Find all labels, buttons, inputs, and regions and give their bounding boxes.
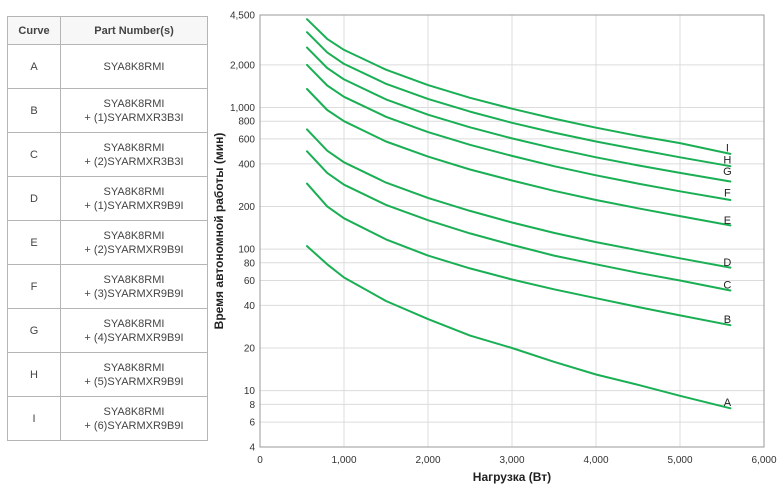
part-number-addon-line: + (2)SYARMXR3B3I — [84, 155, 184, 168]
curve-letter-cell: I — [7, 396, 61, 441]
part-number-addon-line: + (1)SYARMXR9B9I — [84, 199, 184, 212]
part-number-column-header: Part Number(s) — [60, 16, 208, 45]
table-row: B SYA8K8RMI + (1)SYARMXR3B3I — [7, 88, 208, 133]
curve-label-i: I — [726, 143, 729, 155]
y-tick-label: 10 — [244, 386, 256, 397]
curve-label-h: H — [723, 154, 731, 166]
part-number-cell: SYA8K8RMI — [60, 44, 208, 89]
curve-line-a — [306, 245, 732, 410]
curve-line-c — [306, 150, 732, 292]
table-row: C SYA8K8RMI + (2)SYARMXR3B3I — [7, 132, 208, 177]
x-tick-label: 1,000 — [331, 455, 356, 466]
part-number-addon-line: + (5)SYARMXR9B9I — [84, 375, 184, 388]
part-number-addon-line: + (6)SYARMXR9B9I — [84, 419, 184, 432]
runtime-chart: 0 1,000 2,000 3,000 4,000 5,000 6,000 46810204… — [212, 11, 777, 485]
table-body: A SYA8K8RMI B SYA8K8RMI + (1)SYARMXR3B3I C SYA… — [7, 44, 208, 441]
table-row: I SYA8K8RMI + (6)SYARMXR9B9I — [7, 396, 208, 441]
part-number-line: SYA8K8RMI — [103, 405, 165, 418]
y-axis-title: Время автономной работы (мин) — [212, 133, 226, 330]
curve-line-d — [306, 128, 732, 269]
x-axis-ticks: 0 1,000 2,000 3,000 4,000 5,000 6,000 — [257, 455, 777, 466]
table-row: G SYA8K8RMI + (4)SYARMXR9B9I — [7, 308, 208, 353]
x-tick-label: 6,000 — [751, 455, 776, 466]
runtime-curves — [306, 18, 732, 410]
table-row: A SYA8K8RMI — [7, 44, 208, 89]
y-tick-label: 8 — [249, 400, 255, 411]
plot-area-border — [259, 14, 765, 448]
table-row: F SYA8K8RMI + (3)SYARMXR9B9I — [7, 264, 208, 309]
curve-label-b: B — [724, 314, 731, 326]
y-tick-label: 600 — [238, 134, 255, 145]
curve-letter-cell: H — [7, 352, 61, 397]
curve-label-c: C — [723, 280, 731, 292]
y-tick-label: 6 — [249, 418, 255, 429]
part-number-addon-line: + (4)SYARMXR9B9I — [84, 331, 184, 344]
table-row: D SYA8K8RMI + (1)SYARMXR9B9I — [7, 176, 208, 221]
y-tick-label: 2,000 — [230, 60, 255, 71]
curve-letter-cell: E — [7, 220, 61, 265]
curve-legend-table: Curve Part Number(s) A SYA8K8RMI B SYA8K8RM… — [7, 16, 208, 441]
y-tick-label: 200 — [238, 202, 255, 213]
curve-letter-cell: F — [7, 264, 61, 309]
x-tick-label: 4,000 — [583, 455, 608, 466]
curve-letter-cell: C — [7, 132, 61, 177]
part-number-addon-line: + (3)SYARMXR9B9I — [84, 287, 184, 300]
part-number-cell: SYA8K8RMI + (1)SYARMXR9B9I — [60, 176, 208, 221]
table-row: E SYA8K8RMI + (2)SYARMXR9B9I — [7, 220, 208, 265]
part-number-line: SYA8K8RMI — [103, 185, 165, 198]
y-tick-label: 400 — [238, 159, 255, 170]
curve-letter-cell: D — [7, 176, 61, 221]
table-header-row: Curve Part Number(s) — [7, 16, 208, 45]
x-tick-label: 0 — [257, 455, 263, 466]
y-tick-label: 100 — [238, 245, 255, 256]
curve-column-header: Curve — [7, 16, 61, 45]
curve-line-b — [306, 182, 732, 327]
part-number-cell: SYA8K8RMI + (5)SYARMXR9B9I — [60, 352, 208, 397]
curve-label-f: F — [724, 188, 731, 200]
x-tick-label: 3,000 — [499, 455, 524, 466]
y-tick-label: 40 — [244, 301, 256, 312]
chart-grid — [259, 14, 765, 448]
curve-label-a: A — [724, 397, 732, 409]
y-tick-label: 800 — [238, 117, 255, 128]
part-number-line: SYA8K8RMI — [103, 97, 165, 110]
y-tick-label: 60 — [244, 276, 256, 287]
curve-label-d: D — [723, 257, 731, 269]
y-tick-label: 4 — [249, 443, 255, 454]
curve-label-g: G — [723, 166, 732, 178]
part-number-cell: SYA8K8RMI + (6)SYARMXR9B9I — [60, 396, 208, 441]
y-tick-label: 1,000 — [230, 103, 255, 114]
y-tick-label: 80 — [244, 258, 256, 269]
curve-letter-cell: G — [7, 308, 61, 353]
part-number-line: SYA8K8RMI — [103, 317, 165, 330]
curve-line-g — [306, 46, 732, 183]
curve-line-h — [306, 31, 732, 168]
part-number-cell: SYA8K8RMI + (2)SYARMXR3B3I — [60, 132, 208, 177]
curve-letter-cell: B — [7, 88, 61, 133]
curve-line-f — [306, 63, 732, 201]
curve-label-e: E — [724, 215, 731, 227]
table-row: H SYA8K8RMI + (5)SYARMXR9B9I — [7, 352, 208, 397]
part-number-cell: SYA8K8RMI + (3)SYARMXR9B9I — [60, 264, 208, 309]
part-number-line: SYA8K8RMI — [103, 361, 165, 374]
part-number-line: SYA8K8RMI — [103, 141, 165, 154]
curve-line-e — [306, 88, 732, 227]
part-number-cell: SYA8K8RMI + (4)SYARMXR9B9I — [60, 308, 208, 353]
part-number-cell: SYA8K8RMI + (2)SYARMXR9B9I — [60, 220, 208, 265]
curve-letter-cell: A — [7, 44, 61, 89]
y-tick-label: 20 — [244, 344, 256, 355]
y-axis-ticks: 4 6 8 10 20 40 60 80 100 200 400 600 800 1,000 2,000 4,… — [230, 11, 255, 454]
part-number-line: SYA8K8RMI — [103, 229, 165, 242]
x-tick-label: 5,000 — [667, 455, 692, 466]
x-tick-label: 2,000 — [415, 455, 440, 466]
part-number-line: SYA8K8RMI — [103, 60, 165, 73]
part-number-addon-line: + (2)SYARMXR9B9I — [84, 243, 184, 256]
part-number-cell: SYA8K8RMI + (1)SYARMXR3B3I — [60, 88, 208, 133]
part-number-line: SYA8K8RMI — [103, 273, 165, 286]
part-number-addon-line: + (1)SYARMXR3B3I — [84, 111, 184, 124]
y-tick-label: 4,500 — [230, 11, 255, 22]
curve-line-i — [306, 18, 732, 155]
x-axis-title: Нагрузка (Вт) — [473, 470, 551, 484]
